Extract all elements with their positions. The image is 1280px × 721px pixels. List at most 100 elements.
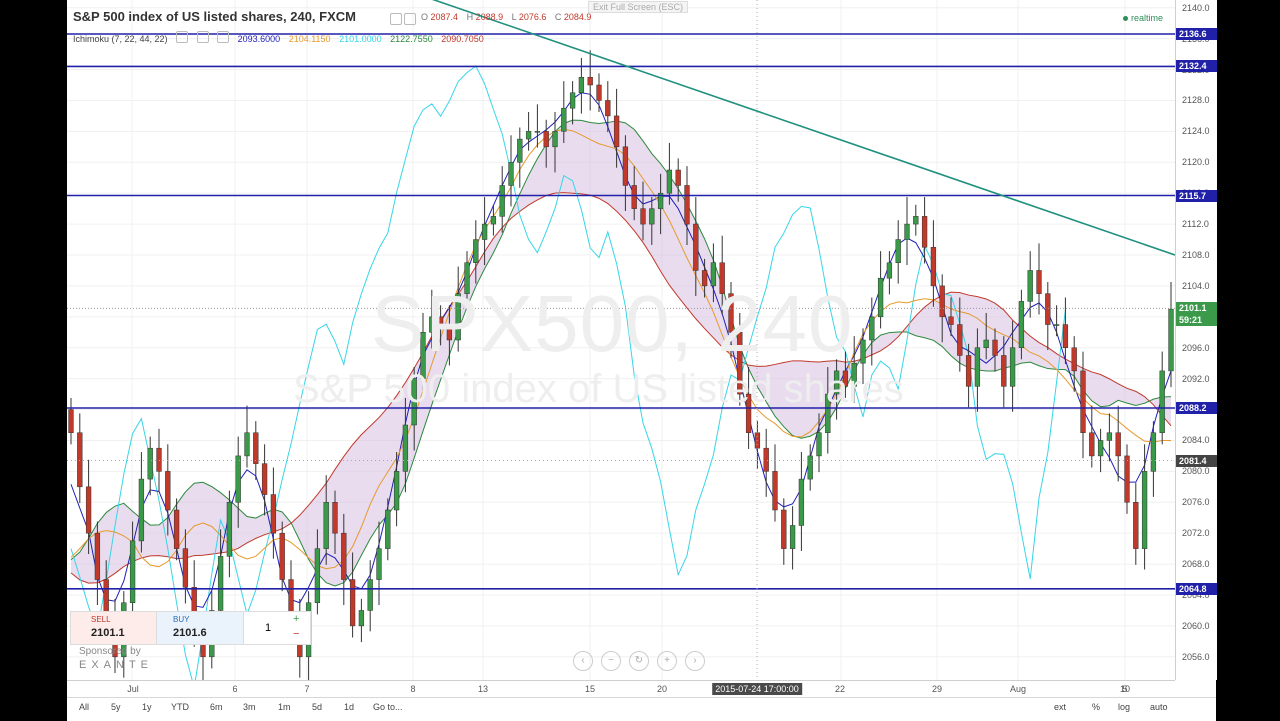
- range-button[interactable]: 1d: [344, 702, 355, 712]
- price-tick: 2064.0: [1182, 590, 1210, 600]
- sell-button[interactable]: SELL 2101.1: [71, 612, 157, 644]
- exit-fullscreen-button[interactable]: Exit Full Screen (ESC): [588, 1, 689, 13]
- candle-body: [622, 146, 629, 186]
- price-tick: 2124.0: [1182, 126, 1210, 137]
- compare-icon[interactable]: [404, 13, 416, 25]
- candle-body: [420, 332, 426, 379]
- scale-option-button[interactable]: auto: [1150, 702, 1168, 712]
- candle-body: [1089, 432, 1095, 457]
- candle-body: [1053, 324, 1060, 326]
- price-tick: 2092.0: [1182, 373, 1210, 384]
- candle-body: [693, 223, 699, 271]
- sponsor-logo[interactable]: EXANTE: [79, 659, 154, 671]
- candle-body: [578, 77, 585, 93]
- buy-label: BUY: [173, 615, 190, 624]
- remove-icon[interactable]: [217, 31, 230, 43]
- ichimoku-span-b: 2090.7050: [441, 34, 484, 44]
- range-button[interactable]: 5y: [111, 702, 121, 712]
- scale-option-button[interactable]: log: [1118, 702, 1131, 712]
- candle-body: [587, 77, 593, 86]
- candle-body: [367, 579, 373, 611]
- candle-body: [1009, 347, 1016, 387]
- candle-body: [402, 424, 409, 472]
- settings-icon[interactable]: [390, 13, 402, 25]
- status-dot-icon: [1123, 16, 1128, 22]
- ichimoku-span-a: 2122.7550: [390, 34, 433, 44]
- candle-body: [596, 84, 602, 101]
- ohlc-open: 2087.4: [430, 12, 459, 22]
- buy-button[interactable]: BUY 2101.6: [157, 612, 244, 644]
- candle-body: [173, 509, 180, 549]
- format-icon[interactable]: [196, 31, 209, 43]
- ichimoku-legend[interactable]: Ichimoku (7, 22, 44, 22) 2093.6000 2104.…: [73, 30, 490, 44]
- candle-body: [332, 502, 338, 534]
- quantity-increase[interactable]: +: [293, 613, 300, 625]
- price-tick: 2108.0: [1182, 250, 1210, 260]
- candle-body: [1106, 432, 1113, 441]
- candle-body: [393, 471, 400, 511]
- candle-body: [314, 548, 321, 603]
- candle-body: [94, 532, 101, 580]
- quantity-decrease[interactable]: −: [293, 628, 300, 640]
- zoom-out-button[interactable]: −: [601, 651, 621, 671]
- candle-body: [877, 277, 884, 318]
- sell-price: 2101.1: [91, 627, 125, 639]
- buy-price: 2101.6: [173, 627, 207, 639]
- candle-body: [798, 478, 805, 526]
- candle-body: [411, 378, 417, 426]
- reset-button[interactable]: ↻: [629, 651, 649, 671]
- candle-body: [525, 131, 532, 140]
- candle-body: [939, 285, 945, 318]
- range-button[interactable]: 1y: [142, 702, 152, 712]
- ohlc-high-label: H: [466, 12, 474, 22]
- candle-body: [455, 293, 461, 341]
- ohlc-high: 2088.9: [475, 12, 504, 22]
- scroll-right-button[interactable]: ›: [685, 651, 705, 671]
- candle-body: [807, 455, 813, 480]
- eye-icon[interactable]: [176, 31, 189, 43]
- candle-body: [385, 509, 391, 549]
- range-button[interactable]: Go to...: [373, 702, 403, 712]
- candle-body: [833, 370, 840, 395]
- candle-body: [1027, 270, 1033, 302]
- candle-body: [649, 208, 655, 225]
- candle-body: [517, 138, 523, 163]
- candle-body: [341, 532, 347, 580]
- price-axis[interactable]: 2140.02136.02132.02128.02124.02120.02116…: [1175, 0, 1217, 680]
- ichimoku-base-line: [70, 128, 1171, 570]
- quantity-input[interactable]: [251, 618, 285, 638]
- trendline: [431, 0, 1175, 256]
- candle-body: [737, 332, 743, 395]
- time-tick: 10: [1119, 684, 1131, 694]
- price-label: 2081.4: [1176, 454, 1217, 467]
- price-label: 2088.2: [1176, 402, 1217, 414]
- time-tick: 8: [410, 684, 416, 694]
- price-tick: 2120.0: [1182, 157, 1210, 168]
- candle-body: [1018, 301, 1025, 348]
- candle-body: [825, 393, 831, 433]
- range-button[interactable]: All: [79, 702, 90, 712]
- zoom-in-button[interactable]: +: [657, 651, 677, 671]
- candle-body: [781, 509, 787, 549]
- range-button[interactable]: 5d: [312, 702, 323, 712]
- candle-body: [1001, 355, 1007, 387]
- candle-body: [279, 532, 285, 580]
- range-button[interactable]: YTD: [171, 702, 189, 712]
- candle-body: [719, 262, 725, 294]
- candle-body: [948, 316, 954, 325]
- range-button[interactable]: 6m: [210, 702, 223, 712]
- ohlc-close-label: C: [554, 12, 562, 22]
- chart-plot[interactable]: SPX500, 240 S&P 500 index of US listed s…: [67, 0, 1175, 680]
- candle-body: [957, 324, 963, 356]
- range-button[interactable]: 1m: [278, 702, 291, 712]
- scale-option-button[interactable]: ext: [1054, 702, 1067, 712]
- price-tick: 2096.0: [1182, 342, 1210, 353]
- scroll-left-button[interactable]: ‹: [573, 651, 593, 671]
- time-axis[interactable]: Jul 6 7 8 13 15 20 22 29 Aug 5 10: [67, 680, 1175, 698]
- price-label: 2132.4: [1176, 60, 1217, 73]
- scale-option-button[interactable]: %: [1092, 702, 1101, 712]
- candle-body: [763, 447, 769, 472]
- candle-body: [508, 162, 514, 186]
- range-button[interactable]: 3m: [243, 702, 256, 712]
- time-tick: 20: [656, 684, 668, 694]
